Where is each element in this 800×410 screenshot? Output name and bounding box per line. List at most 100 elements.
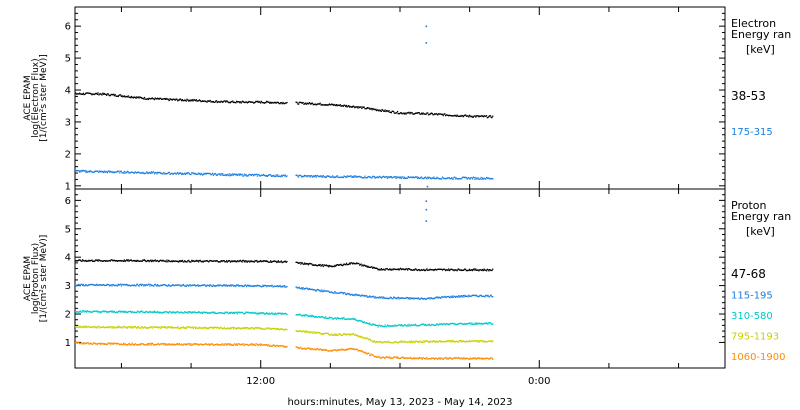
data-point bbox=[492, 268, 494, 270]
data-point bbox=[372, 323, 375, 326]
data-point bbox=[136, 310, 139, 312]
data-point bbox=[440, 178, 442, 180]
data-point bbox=[195, 343, 197, 345]
data-point bbox=[193, 260, 195, 263]
data-point bbox=[461, 323, 464, 325]
data-point bbox=[280, 328, 282, 330]
data-point bbox=[452, 296, 454, 299]
data-point bbox=[407, 112, 409, 114]
data-point bbox=[439, 358, 441, 360]
data-point bbox=[476, 341, 478, 343]
data-point bbox=[468, 268, 471, 270]
data-point bbox=[251, 312, 253, 314]
data-point bbox=[459, 115, 461, 118]
data-point bbox=[95, 325, 97, 328]
data-point bbox=[320, 348, 322, 350]
data-point bbox=[187, 284, 189, 287]
data-point bbox=[389, 176, 391, 178]
data-point bbox=[453, 340, 455, 342]
data-point bbox=[470, 116, 472, 118]
data-point bbox=[377, 356, 379, 358]
data-point bbox=[141, 310, 143, 312]
data-point bbox=[450, 295, 452, 297]
data-point bbox=[279, 284, 281, 287]
data-point bbox=[229, 102, 232, 104]
data-point bbox=[407, 177, 409, 179]
data-point bbox=[305, 314, 307, 316]
data-point bbox=[201, 344, 204, 346]
data-point bbox=[135, 259, 137, 262]
data-point bbox=[135, 171, 137, 174]
data-point bbox=[118, 260, 120, 262]
data-point bbox=[321, 333, 324, 335]
data-point bbox=[345, 293, 348, 296]
data-point bbox=[462, 116, 464, 118]
data-point bbox=[78, 259, 80, 261]
data-point bbox=[349, 294, 351, 296]
data-point bbox=[139, 327, 141, 329]
data-point bbox=[273, 328, 276, 330]
data-point bbox=[195, 99, 197, 101]
data-point bbox=[188, 311, 191, 313]
data-point bbox=[462, 176, 464, 178]
data-point bbox=[111, 343, 113, 345]
data-point bbox=[358, 319, 360, 322]
data-point bbox=[257, 174, 259, 176]
data-point bbox=[100, 260, 102, 262]
data-point bbox=[158, 344, 160, 346]
data-point bbox=[169, 311, 171, 313]
data-point bbox=[401, 324, 403, 326]
data-point bbox=[447, 114, 449, 116]
data-point bbox=[483, 322, 485, 325]
data-point bbox=[323, 332, 325, 335]
data-point bbox=[451, 269, 454, 271]
data-point bbox=[359, 335, 362, 337]
data-point bbox=[271, 312, 273, 314]
data-point bbox=[158, 326, 160, 329]
data-point bbox=[408, 268, 410, 270]
data-point bbox=[236, 328, 238, 330]
data-point bbox=[346, 333, 348, 335]
data-point bbox=[423, 268, 425, 271]
data-point bbox=[136, 96, 138, 98]
data-point bbox=[306, 263, 308, 265]
data-point bbox=[448, 177, 451, 179]
data-point bbox=[188, 326, 190, 328]
data-point bbox=[298, 313, 300, 315]
data-point bbox=[484, 357, 486, 359]
data-point bbox=[386, 268, 388, 270]
data-point bbox=[311, 348, 314, 350]
data-point bbox=[248, 327, 250, 329]
data-point bbox=[461, 341, 463, 343]
data-point bbox=[95, 310, 98, 312]
data-point bbox=[139, 343, 141, 345]
data-point bbox=[425, 298, 427, 300]
data-point bbox=[400, 177, 403, 180]
data-point bbox=[170, 326, 172, 328]
data-point bbox=[150, 259, 152, 261]
data-point bbox=[454, 178, 457, 180]
data-point bbox=[296, 101, 298, 104]
data-point bbox=[482, 295, 485, 297]
data-point bbox=[477, 340, 479, 342]
data-point bbox=[277, 174, 279, 176]
data-point bbox=[400, 112, 403, 114]
data-point bbox=[153, 344, 155, 346]
data-point bbox=[318, 175, 320, 178]
data-point bbox=[437, 341, 440, 343]
data-point bbox=[84, 310, 86, 312]
data-point bbox=[83, 325, 85, 328]
data-point bbox=[316, 265, 318, 267]
data-point bbox=[79, 310, 81, 312]
data-point bbox=[106, 326, 108, 328]
data-point bbox=[151, 172, 153, 174]
data-point bbox=[201, 343, 203, 345]
data-point bbox=[248, 312, 250, 314]
data-point bbox=[374, 109, 376, 111]
data-point bbox=[482, 178, 485, 180]
data-point bbox=[264, 260, 266, 262]
data-point bbox=[196, 260, 198, 262]
data-point bbox=[281, 175, 283, 177]
data-point bbox=[130, 259, 132, 261]
data-point bbox=[266, 345, 269, 347]
